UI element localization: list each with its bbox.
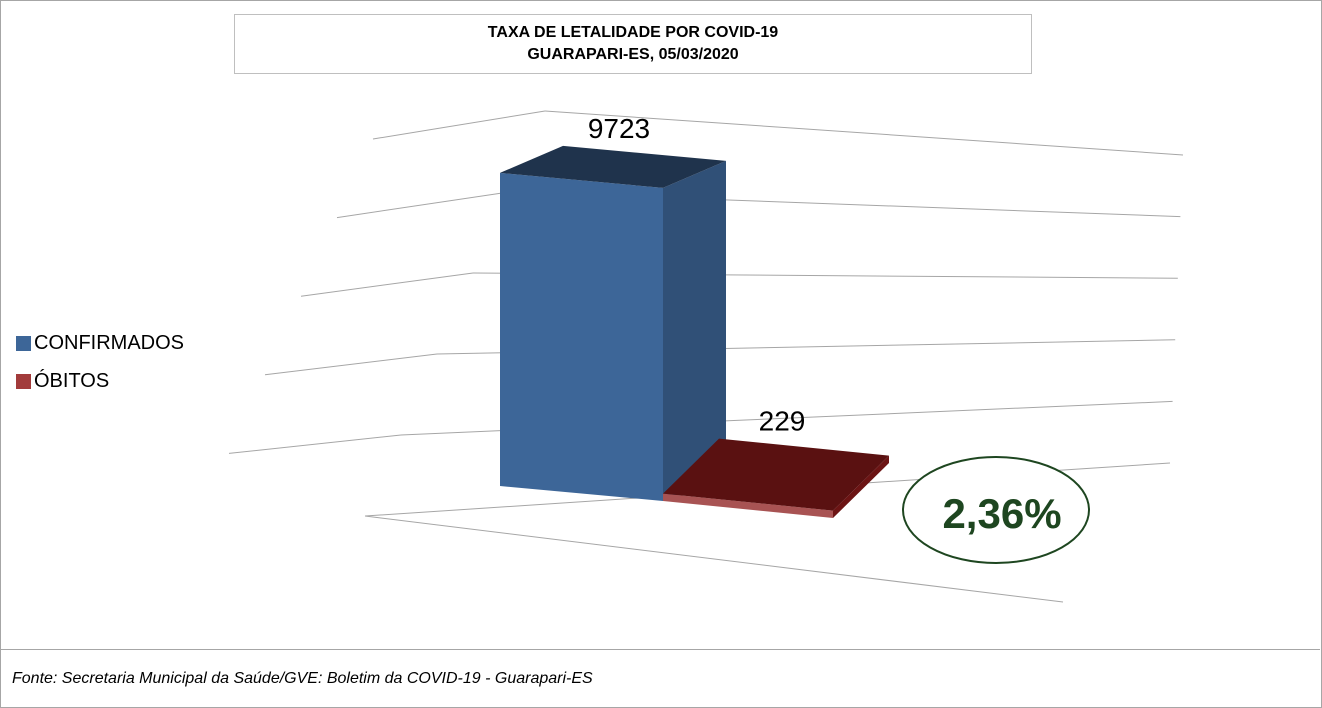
floor-edge xyxy=(364,515,1064,603)
gridline-side xyxy=(228,434,402,454)
gridline-side xyxy=(300,272,474,297)
chart-title-box: TAXA DE LETALIDADE POR COVID-19 GUARAPAR… xyxy=(234,14,1032,74)
legend-item-confirmados: CONFIRMADOS xyxy=(16,324,184,362)
annotation-ellipse xyxy=(902,456,1090,564)
annotation-rate: 2,36% xyxy=(942,490,1061,537)
data-label-obitos: 229 xyxy=(759,406,806,437)
legend-swatch-obitos xyxy=(16,373,31,389)
chart-legend: CONFIRMADOS ÓBITOS xyxy=(16,324,184,400)
chart-title: TAXA DE LETALIDADE POR COVID-19 xyxy=(487,24,779,41)
bar-top-obitos xyxy=(663,438,889,511)
legend-label-confirmados: CONFIRMADOS xyxy=(34,331,184,354)
data-label-confirmados: 9723 xyxy=(588,113,650,144)
bar-front-confirmados xyxy=(500,172,663,501)
bar-front-obitos xyxy=(663,493,833,518)
bar-top-confirmados xyxy=(500,145,726,188)
gridline-back xyxy=(544,110,1184,156)
gridline-side xyxy=(336,191,510,219)
footer-divider xyxy=(0,649,1320,650)
legend-item-obitos: ÓBITOS xyxy=(16,362,184,400)
bar-side-confirmados xyxy=(663,160,726,501)
gridline-side xyxy=(372,110,546,140)
chart-subtitle: GUARAPARI-ES, 05/03/2020 xyxy=(527,46,739,63)
bar-side-obitos xyxy=(833,455,889,518)
source-note: Fonte: Secretaria Municipal da Saúde/GVE… xyxy=(12,670,593,687)
gridline-side xyxy=(264,353,438,376)
legend-label-obitos: ÓBITOS xyxy=(34,369,110,392)
legend-swatch-confirmados xyxy=(16,335,31,351)
